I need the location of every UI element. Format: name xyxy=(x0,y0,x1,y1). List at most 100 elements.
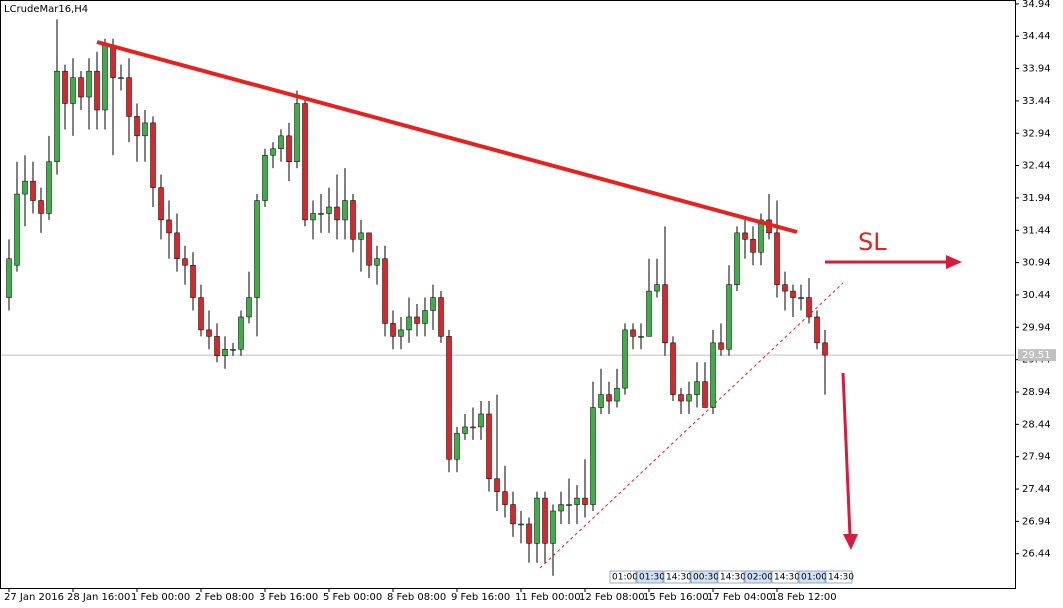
candle-body xyxy=(30,180,36,201)
candle-body xyxy=(486,413,492,479)
y-tick-label: 28.94 xyxy=(1022,387,1051,398)
y-tick-label: 31.94 xyxy=(1022,193,1051,204)
y-tick-label: 27.94 xyxy=(1022,452,1051,463)
candle-body xyxy=(590,407,596,505)
candle-body xyxy=(398,329,404,337)
candle-body xyxy=(414,316,420,324)
candle-body xyxy=(102,45,108,111)
candle-body xyxy=(478,413,484,428)
down-arrow-head xyxy=(843,534,858,550)
candle-body xyxy=(502,491,508,505)
candle-body xyxy=(294,103,300,162)
candle-body xyxy=(334,206,340,221)
y-tick-label: 34.44 xyxy=(1022,31,1051,42)
time-marker-box xyxy=(798,570,826,584)
candle-body xyxy=(702,381,708,408)
price-label-box xyxy=(1018,349,1056,362)
time-marker: 02:00 xyxy=(747,573,773,583)
candle-body xyxy=(94,70,100,111)
x-tick-label: 11 Feb 00:00 xyxy=(515,592,581,603)
plot-frame xyxy=(0,0,1016,589)
candle-body xyxy=(70,77,76,104)
y-tick-label: 28.44 xyxy=(1022,419,1051,430)
time-marker: 14:30 xyxy=(666,573,692,583)
y-tick-label: 34.94 xyxy=(1022,0,1051,10)
candle-body xyxy=(254,200,260,298)
x-tick-label: 3 Feb 16:00 xyxy=(259,592,318,603)
x-tick-label: 15 Feb 16:00 xyxy=(643,592,709,603)
sl-arrow-head xyxy=(946,255,962,269)
candle-body xyxy=(286,135,292,162)
candle-body xyxy=(230,349,236,351)
x-tick-label: 17 Feb 04:00 xyxy=(707,592,773,603)
candle-body xyxy=(366,232,372,266)
candle-body xyxy=(430,297,436,311)
y-tick-label: 32.94 xyxy=(1022,128,1051,139)
x-tick-label: 8 Feb 08:00 xyxy=(387,592,446,603)
candle-body xyxy=(182,258,188,266)
candle-body xyxy=(158,187,164,221)
candle-body xyxy=(262,154,268,201)
candle-body xyxy=(222,349,228,357)
candle-body xyxy=(678,394,684,402)
candle-body xyxy=(446,336,452,460)
candle-body xyxy=(806,297,812,318)
candle-body xyxy=(38,200,44,214)
y-tick-label: 31.44 xyxy=(1022,225,1051,236)
candle-body xyxy=(150,122,156,188)
candle-body xyxy=(174,232,180,259)
candle-body xyxy=(470,426,476,429)
candle-body xyxy=(78,77,84,98)
y-tick-label: 29.94 xyxy=(1022,322,1051,333)
candle-body xyxy=(630,329,636,337)
candle-body xyxy=(782,284,788,292)
candle-body xyxy=(382,258,388,324)
candle-body xyxy=(406,316,412,331)
candle-body xyxy=(166,219,172,234)
candle-body xyxy=(46,161,52,214)
candle-body xyxy=(390,323,396,337)
candle-body xyxy=(582,497,588,505)
candle-body xyxy=(814,316,820,344)
candle-body xyxy=(694,381,700,395)
candle-body xyxy=(86,70,92,98)
candle-body xyxy=(518,523,524,526)
candle-body xyxy=(654,284,660,292)
candle-body xyxy=(214,336,220,357)
candle-body xyxy=(134,116,140,137)
candle-body xyxy=(438,297,444,337)
price-label: 29.51 xyxy=(1022,350,1051,361)
candle-body xyxy=(14,193,20,266)
x-tick-label: 18 Feb 12:00 xyxy=(771,592,837,603)
x-tick-label: 9 Feb 16:00 xyxy=(451,592,510,603)
candle-body xyxy=(670,342,676,395)
candle-body xyxy=(494,478,500,492)
candle-body xyxy=(790,290,796,298)
candle-body xyxy=(566,504,572,506)
candle-body xyxy=(318,213,324,215)
candle-body xyxy=(510,504,516,525)
candle-body xyxy=(190,264,196,298)
candle-body xyxy=(142,122,148,137)
y-tick-label: 27.44 xyxy=(1022,484,1051,495)
candle-body xyxy=(6,258,12,298)
time-marker-box xyxy=(771,570,799,584)
candle-body xyxy=(526,523,532,544)
y-tick-label: 30.94 xyxy=(1022,258,1051,269)
time-marker-box xyxy=(717,570,745,584)
y-tick-label: 26.44 xyxy=(1022,549,1051,560)
candle-body xyxy=(822,342,828,356)
candle-body xyxy=(550,510,556,544)
candle-body xyxy=(374,258,380,266)
candle-body xyxy=(758,219,764,253)
time-marker: 14:30 xyxy=(720,573,746,583)
y-tick-label: 33.94 xyxy=(1022,64,1051,75)
candle-body xyxy=(126,77,132,117)
candle-body xyxy=(774,232,780,285)
candle-body xyxy=(54,70,60,162)
time-marker-box xyxy=(690,570,718,584)
time-marker-box xyxy=(825,570,853,584)
candle-body xyxy=(198,297,204,331)
sl-label: SL xyxy=(858,228,887,256)
